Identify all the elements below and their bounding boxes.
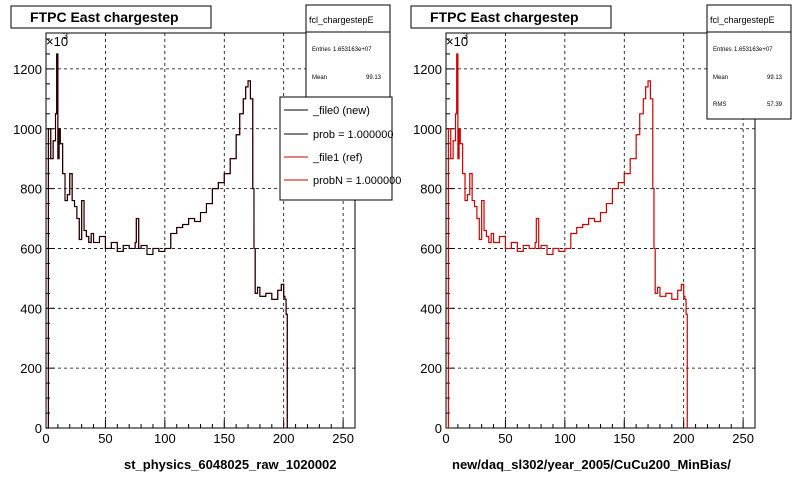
panel-title-box bbox=[410, 5, 612, 29]
y-tick-label: 0 bbox=[35, 421, 42, 436]
x-axis-label: new/daq_sl302/year_2005/CuCu200_MinBias/ bbox=[452, 457, 731, 472]
x-tick-label: 250 bbox=[332, 431, 354, 446]
x-tick-label: 100 bbox=[554, 431, 576, 446]
x-tick-label: 150 bbox=[213, 431, 235, 446]
legend-label-2: _file1 (ref) bbox=[312, 152, 363, 164]
legend-frame bbox=[279, 96, 393, 201]
stats-box-frame bbox=[706, 4, 792, 120]
plot-area-left: 0 50 100 150 200 250 0 200 400 600 800 1000 1200 bbox=[13, 32, 356, 446]
y-tick-label: 1200 bbox=[13, 62, 42, 77]
stats-mean-label: Mean bbox=[713, 75, 728, 81]
x-axis-label: st_physics_6048025_raw_1020002 bbox=[124, 457, 337, 472]
stats-mean-label: Mean bbox=[312, 75, 327, 81]
stats-box: fcl_chargestepE Entries 1.653163e+07 Mea… bbox=[706, 4, 792, 120]
stats-rms-label: RMS bbox=[713, 102, 726, 108]
y-tick-label: 1200 bbox=[413, 62, 442, 77]
x-tick-label: 200 bbox=[673, 431, 695, 446]
y-tick-label: 1000 bbox=[13, 122, 42, 137]
stats-entries-value: 1.653163e+07 bbox=[333, 47, 372, 53]
stats-rms-value: 57.39 bbox=[767, 102, 783, 108]
panel-right: FTPC East chargestep ×10 3 0 50 100 150 200 2… bbox=[410, 4, 792, 472]
y-tick-label: 200 bbox=[420, 361, 442, 376]
series-line-file1-ref bbox=[46, 53, 288, 429]
y-tick-label: 200 bbox=[20, 361, 42, 376]
stats-box-frame bbox=[305, 4, 391, 99]
x-tick-label: 50 bbox=[98, 431, 112, 446]
panel-left: FTPC East chargestep ×10 3 0 50 100 150 200 2… bbox=[10, 4, 401, 472]
stats-entries-label: Entries bbox=[713, 47, 732, 53]
y-exponent-base: ×10 bbox=[46, 34, 68, 49]
y-tick-label: 1000 bbox=[413, 122, 442, 137]
plot-area-right: 0 50 100 150 200 250 0 200 400 600 800 1000 1200 bbox=[413, 32, 756, 446]
x-tick-label: 200 bbox=[273, 431, 295, 446]
stats-entries-label: Entries bbox=[312, 47, 331, 53]
x-tick-label: 50 bbox=[498, 431, 512, 446]
y-tick-label: 600 bbox=[20, 241, 42, 256]
y-tick-label: 400 bbox=[20, 301, 42, 316]
panel-title: FTPC East chargestep bbox=[30, 9, 179, 25]
stats-mean-value: 99.13 bbox=[366, 75, 382, 81]
y-tick-label: 600 bbox=[420, 241, 442, 256]
y-tick-label: 0 bbox=[435, 421, 442, 436]
panel-title-box bbox=[10, 5, 212, 29]
x-tick-label: 0 bbox=[42, 431, 49, 446]
legend-label-0: _file0 (new) bbox=[312, 105, 370, 117]
stats-box: fcl_chargestepE Entries 1.653163e+07 Mea… bbox=[305, 4, 391, 99]
series-line-file0-new bbox=[46, 53, 288, 429]
panel-title: FTPC East chargestep bbox=[430, 9, 579, 25]
y-exponent-power: 3 bbox=[463, 31, 468, 41]
legend-label-1: prob = 1.000000 bbox=[313, 129, 393, 141]
x-tick-label: 0 bbox=[442, 431, 449, 446]
y-tick-label: 400 bbox=[420, 301, 442, 316]
x-tick-label: 250 bbox=[732, 431, 754, 446]
stats-title: fcl_chargestepE bbox=[710, 15, 775, 25]
series-line-series-0 bbox=[446, 53, 688, 429]
y-exponent-base: ×10 bbox=[446, 34, 468, 49]
x-tick-label: 150 bbox=[613, 431, 635, 446]
stats-title: fcl_chargestepE bbox=[309, 15, 374, 25]
y-tick-label: 800 bbox=[420, 182, 442, 197]
y-tick-label: 800 bbox=[20, 182, 42, 197]
x-tick-label: 100 bbox=[154, 431, 176, 446]
y-exponent-power: 3 bbox=[63, 31, 68, 41]
legend: _file0 (new) prob = 1.000000 _file1 (ref… bbox=[279, 96, 401, 201]
legend-label-3: probN = 1.000000 bbox=[313, 175, 401, 187]
stats-entries-value: 1.653163e+07 bbox=[734, 47, 773, 53]
stats-mean-value: 99.13 bbox=[767, 75, 783, 81]
